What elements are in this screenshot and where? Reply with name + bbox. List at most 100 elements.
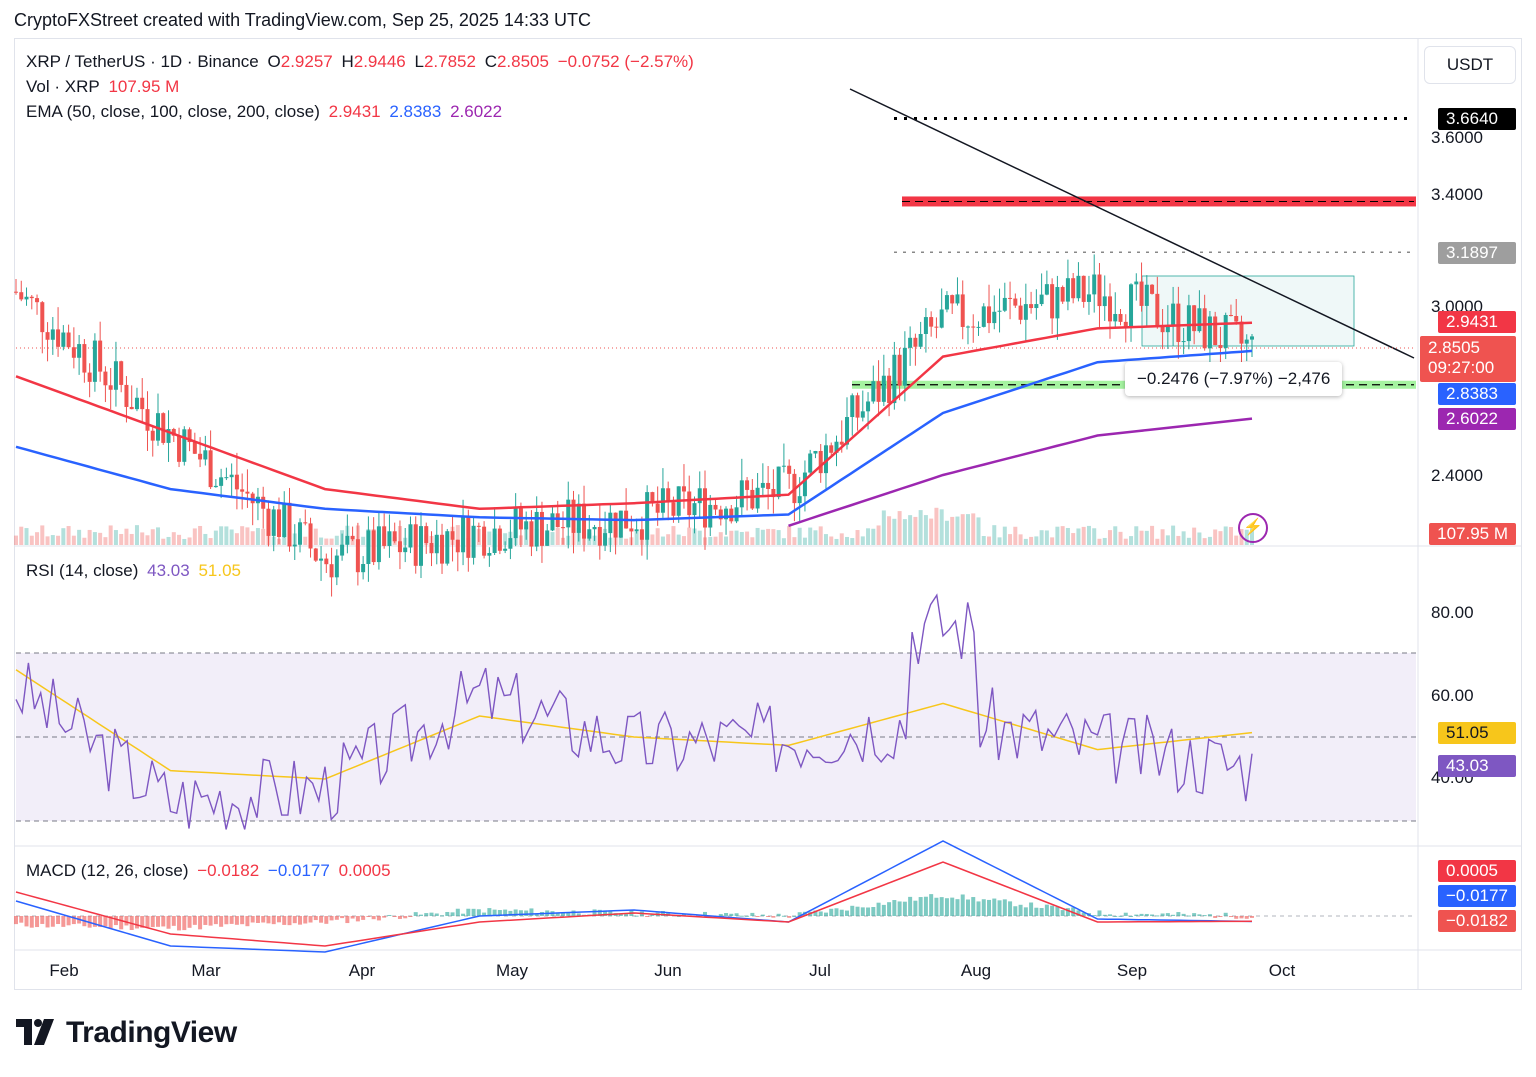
volume-bar [918, 510, 923, 545]
candle-body [1213, 316, 1218, 346]
volume-bar [303, 536, 308, 545]
macd-histogram-bar [213, 916, 218, 925]
macd-histogram-bar [408, 916, 413, 917]
volume-bar [603, 528, 608, 545]
macd-histogram-bar [1144, 913, 1149, 916]
volume-legend: Vol · XRP 107.95 M [26, 77, 183, 97]
macd-histogram-bar [703, 911, 708, 916]
volume-bar [355, 525, 360, 545]
macd-histogram-bar [603, 910, 608, 916]
volume-bar [518, 535, 523, 545]
volume-bar [776, 530, 781, 545]
volume-bar [613, 526, 618, 545]
candle-body [876, 381, 881, 402]
candle-body [1107, 296, 1112, 322]
macd-histogram-bar [1044, 904, 1049, 916]
macd-histogram-bar [1071, 907, 1076, 916]
volume-bar [1107, 530, 1112, 545]
candle-body [29, 296, 34, 299]
volume-bar [582, 530, 587, 545]
macd-histogram-bar [845, 910, 850, 916]
candle-body [1239, 321, 1244, 344]
macd-histogram-bar [745, 915, 750, 917]
candle-body [818, 450, 823, 474]
macd-histogram-bar [1113, 915, 1118, 917]
candle-countdown: 09:27:00 [1428, 358, 1495, 377]
candle-body [745, 480, 750, 490]
candle-body [397, 541, 402, 553]
volume-bar [1002, 526, 1007, 545]
macd-histogram-bar [124, 916, 129, 926]
candle-body [960, 294, 965, 327]
volume-bar [61, 528, 66, 545]
macd-histogram-bar [1181, 913, 1186, 916]
volume-bar [655, 528, 660, 545]
macd-histogram-bar [418, 914, 423, 916]
macd-histogram-bar [1008, 901, 1013, 916]
candle-body [1244, 339, 1249, 344]
macd-histogram-bar [340, 916, 345, 919]
volume-bar [497, 534, 502, 545]
macd-histogram-bar [50, 916, 55, 927]
macd-histogram-bar [897, 901, 902, 916]
macd-histogram-bar [334, 916, 339, 920]
candle-body [618, 510, 623, 538]
volume-bar [50, 535, 55, 545]
macd-histogram-bar [119, 916, 124, 930]
candle-body [555, 513, 560, 528]
volume-bar [818, 526, 823, 545]
volume-bar [1050, 537, 1055, 545]
candle-body [1008, 297, 1013, 299]
candle-body [282, 502, 287, 538]
volume-bar [666, 534, 671, 545]
currency-button[interactable]: USDT [1424, 46, 1516, 84]
candle-body [834, 441, 839, 453]
candle-body [319, 558, 324, 561]
volume-bar [1213, 529, 1218, 545]
macd-histogram-bar [1228, 916, 1233, 917]
candle-body [208, 450, 213, 488]
candle-body [1202, 308, 1207, 349]
candle-body [797, 496, 802, 504]
macd-histogram-bar [461, 913, 466, 916]
macd-histogram-bar [608, 910, 613, 916]
volume-bar [1113, 526, 1118, 545]
volume-bar [1171, 525, 1176, 545]
macd-histogram-bar [140, 916, 145, 928]
macd-histogram-bar [240, 916, 245, 925]
volume-bar [334, 535, 339, 545]
volume-bar [650, 534, 655, 545]
volume-bar [429, 535, 434, 545]
volume-bar [29, 535, 34, 545]
volume-bar [440, 538, 445, 545]
volume-bar [45, 536, 50, 545]
macd-histogram-bar [103, 916, 108, 927]
volume-bar [455, 525, 460, 545]
candle-body [82, 344, 87, 373]
candle-body [1207, 316, 1212, 349]
replay-icon[interactable]: ⚡ [1238, 513, 1268, 543]
level-high-tag: 3.6640 [1438, 108, 1516, 130]
macd-histogram-bar [113, 916, 118, 926]
x-tick: Mar [191, 961, 221, 980]
volume-bar [787, 526, 792, 545]
candle-body [582, 503, 587, 539]
macd-histogram-bar [839, 909, 844, 916]
macd-histogram-bar [950, 897, 955, 916]
macd-histogram-bar [676, 915, 681, 917]
volume-bar [571, 529, 576, 545]
macd-histogram-bar [376, 916, 381, 921]
volume-bar [129, 533, 134, 545]
candle-body [1197, 308, 1202, 332]
candle-body [450, 531, 455, 540]
candle-body [923, 317, 928, 335]
candle-body [592, 526, 597, 530]
volume-bar [98, 532, 103, 545]
volume-bar [366, 529, 371, 545]
volume-bar [229, 529, 234, 545]
candle-body [897, 354, 902, 386]
candle-body [566, 499, 571, 528]
candle-body [787, 465, 792, 474]
candle-body [382, 526, 387, 546]
